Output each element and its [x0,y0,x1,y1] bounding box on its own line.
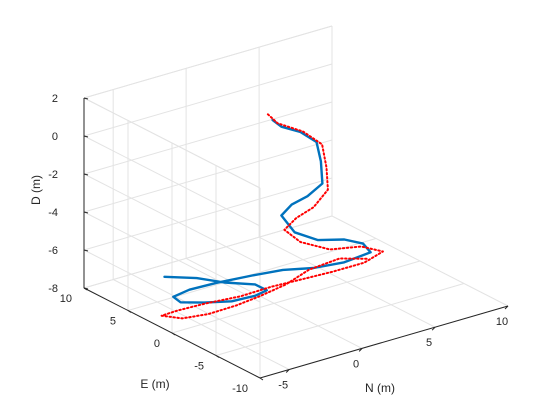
back-wall-grid-line [83,139,333,213]
floor-grid-line [215,283,465,356]
x-tick-label: 0 [353,358,359,370]
x-tick-mark [358,348,363,352]
back-wall-grid-line [83,63,333,137]
y-tick-mark [215,355,220,358]
back-wall-grid-line [83,215,333,289]
z-tick-label: -6 [48,245,58,257]
z-tick-mark [83,211,89,214]
z-tick-mark [83,135,89,138]
y-tick-label: 5 [110,316,116,328]
box-edge [83,25,333,99]
y-tick-label: 10 [60,293,72,305]
back-wall-grid-line [83,177,333,251]
y-tick-label: -10 [232,383,248,395]
y-tick-mark [127,310,132,313]
data-layer [160,113,384,320]
back-wall-grid-line [83,101,333,175]
z-tick-label: -2 [48,169,58,181]
z-axis-label: D (m) [29,175,43,205]
left-wall-grid-line [83,249,261,341]
z-tick-label: 0 [52,131,58,143]
x-tick-mark [431,326,436,331]
y-tick-label: -5 [194,361,204,373]
x-axis-line [259,305,509,379]
z-tick-mark [83,287,89,290]
x-tick-mark [504,305,509,310]
left-wall-grid-line [83,135,261,227]
x-tick-label: 10 [496,316,508,328]
box-edge [83,97,261,189]
z-tick-label: 2 [52,93,58,105]
x-tick-mark [285,369,290,373]
solid-trajectory-line-0 [163,118,372,304]
z-tick-label: -8 [48,283,58,295]
z-tick-mark [83,173,89,176]
left-wall-grid-line [83,211,261,303]
y-axis-label: E (m) [140,377,169,391]
x-axis-label: N (m) [365,381,395,395]
y-tick-mark [259,377,264,381]
x-tick-label: 5 [426,337,432,349]
x-tick-label: -5 [278,380,288,392]
left-wall-grid-line [83,173,261,265]
y-tick-label: 0 [154,338,160,350]
floor-grid-line [171,260,421,334]
z-tick-label: -4 [48,207,58,219]
dotted-trajectory-line-1 [160,113,384,320]
y-tick-mark [171,332,176,336]
z-tick-mark [83,249,89,252]
z-tick-mark [83,97,89,100]
